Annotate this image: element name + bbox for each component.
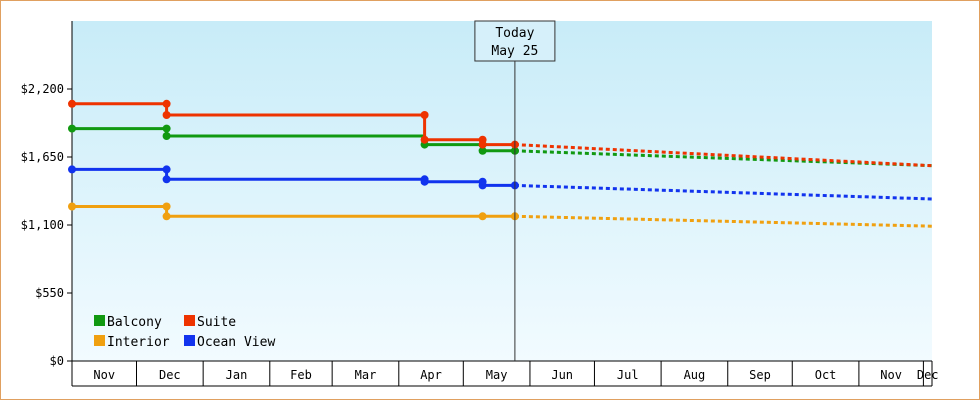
data-point bbox=[478, 181, 487, 190]
x-tick-label: Feb bbox=[290, 368, 312, 382]
x-tick-label: Jan bbox=[226, 368, 248, 382]
today-date-label: May 25 bbox=[491, 44, 538, 59]
data-point bbox=[68, 202, 76, 211]
x-tick-label: Jun bbox=[551, 368, 573, 382]
x-tick-label: Nov bbox=[93, 368, 115, 382]
data-point bbox=[68, 165, 76, 174]
legend-label: Interior bbox=[107, 335, 170, 350]
data-point bbox=[162, 175, 171, 184]
data-point bbox=[420, 177, 429, 186]
data-point bbox=[162, 99, 171, 108]
y-tick-label: $2,200 bbox=[21, 82, 64, 96]
y-tick-label: $0 bbox=[50, 354, 64, 368]
today-label: Today bbox=[495, 26, 534, 41]
legend: Balcony Suite Interior Ocean View bbox=[94, 315, 275, 350]
x-axis-band: Nov Dec Jan Feb Mar Apr May Jun Jul Aug Sep Oct Nov D… bbox=[72, 360, 939, 387]
legend-label: Ocean View bbox=[197, 335, 275, 350]
today-marker: Today May 25 bbox=[474, 20, 556, 361]
data-point bbox=[162, 111, 171, 119]
x-tick-label: Dec bbox=[159, 368, 181, 382]
legend-swatch bbox=[94, 335, 105, 346]
x-tick-label: Sep bbox=[749, 368, 771, 382]
data-point bbox=[162, 212, 171, 221]
legend-swatch bbox=[184, 315, 195, 326]
data-point bbox=[478, 212, 487, 221]
data-point bbox=[68, 99, 76, 108]
today-box bbox=[474, 20, 556, 62]
x-tick-label: Aug bbox=[684, 368, 706, 382]
x-tick-label: May bbox=[486, 368, 508, 382]
data-point bbox=[420, 135, 429, 144]
data-point bbox=[162, 124, 171, 133]
legend-swatch bbox=[94, 315, 105, 326]
x-tick-label: Jul bbox=[617, 368, 639, 382]
y-axis: $0 $550 $1,100 $1,650 $2,200 bbox=[21, 21, 73, 386]
legend-label: Balcony bbox=[107, 315, 162, 330]
y-tick-label: $1,650 bbox=[21, 150, 64, 164]
legend-swatch bbox=[184, 335, 195, 346]
data-point bbox=[478, 140, 487, 149]
x-tick-label: Mar bbox=[355, 368, 377, 382]
series-markers bbox=[68, 99, 519, 221]
plot-background bbox=[72, 21, 932, 361]
x-tick-label: Apr bbox=[420, 368, 442, 382]
x-tick-label: Nov bbox=[880, 368, 902, 382]
data-point bbox=[162, 132, 171, 140]
data-point bbox=[162, 165, 171, 174]
legend-label: Suite bbox=[197, 315, 236, 330]
y-tick-label: $1,100 bbox=[21, 218, 64, 232]
x-tick-label: Oct bbox=[815, 368, 837, 382]
data-point bbox=[68, 124, 76, 133]
x-tick-label: Dec bbox=[917, 368, 939, 382]
data-point bbox=[478, 146, 487, 155]
data-point bbox=[162, 202, 171, 211]
data-point bbox=[420, 111, 429, 119]
y-tick-label: $550 bbox=[35, 286, 64, 300]
